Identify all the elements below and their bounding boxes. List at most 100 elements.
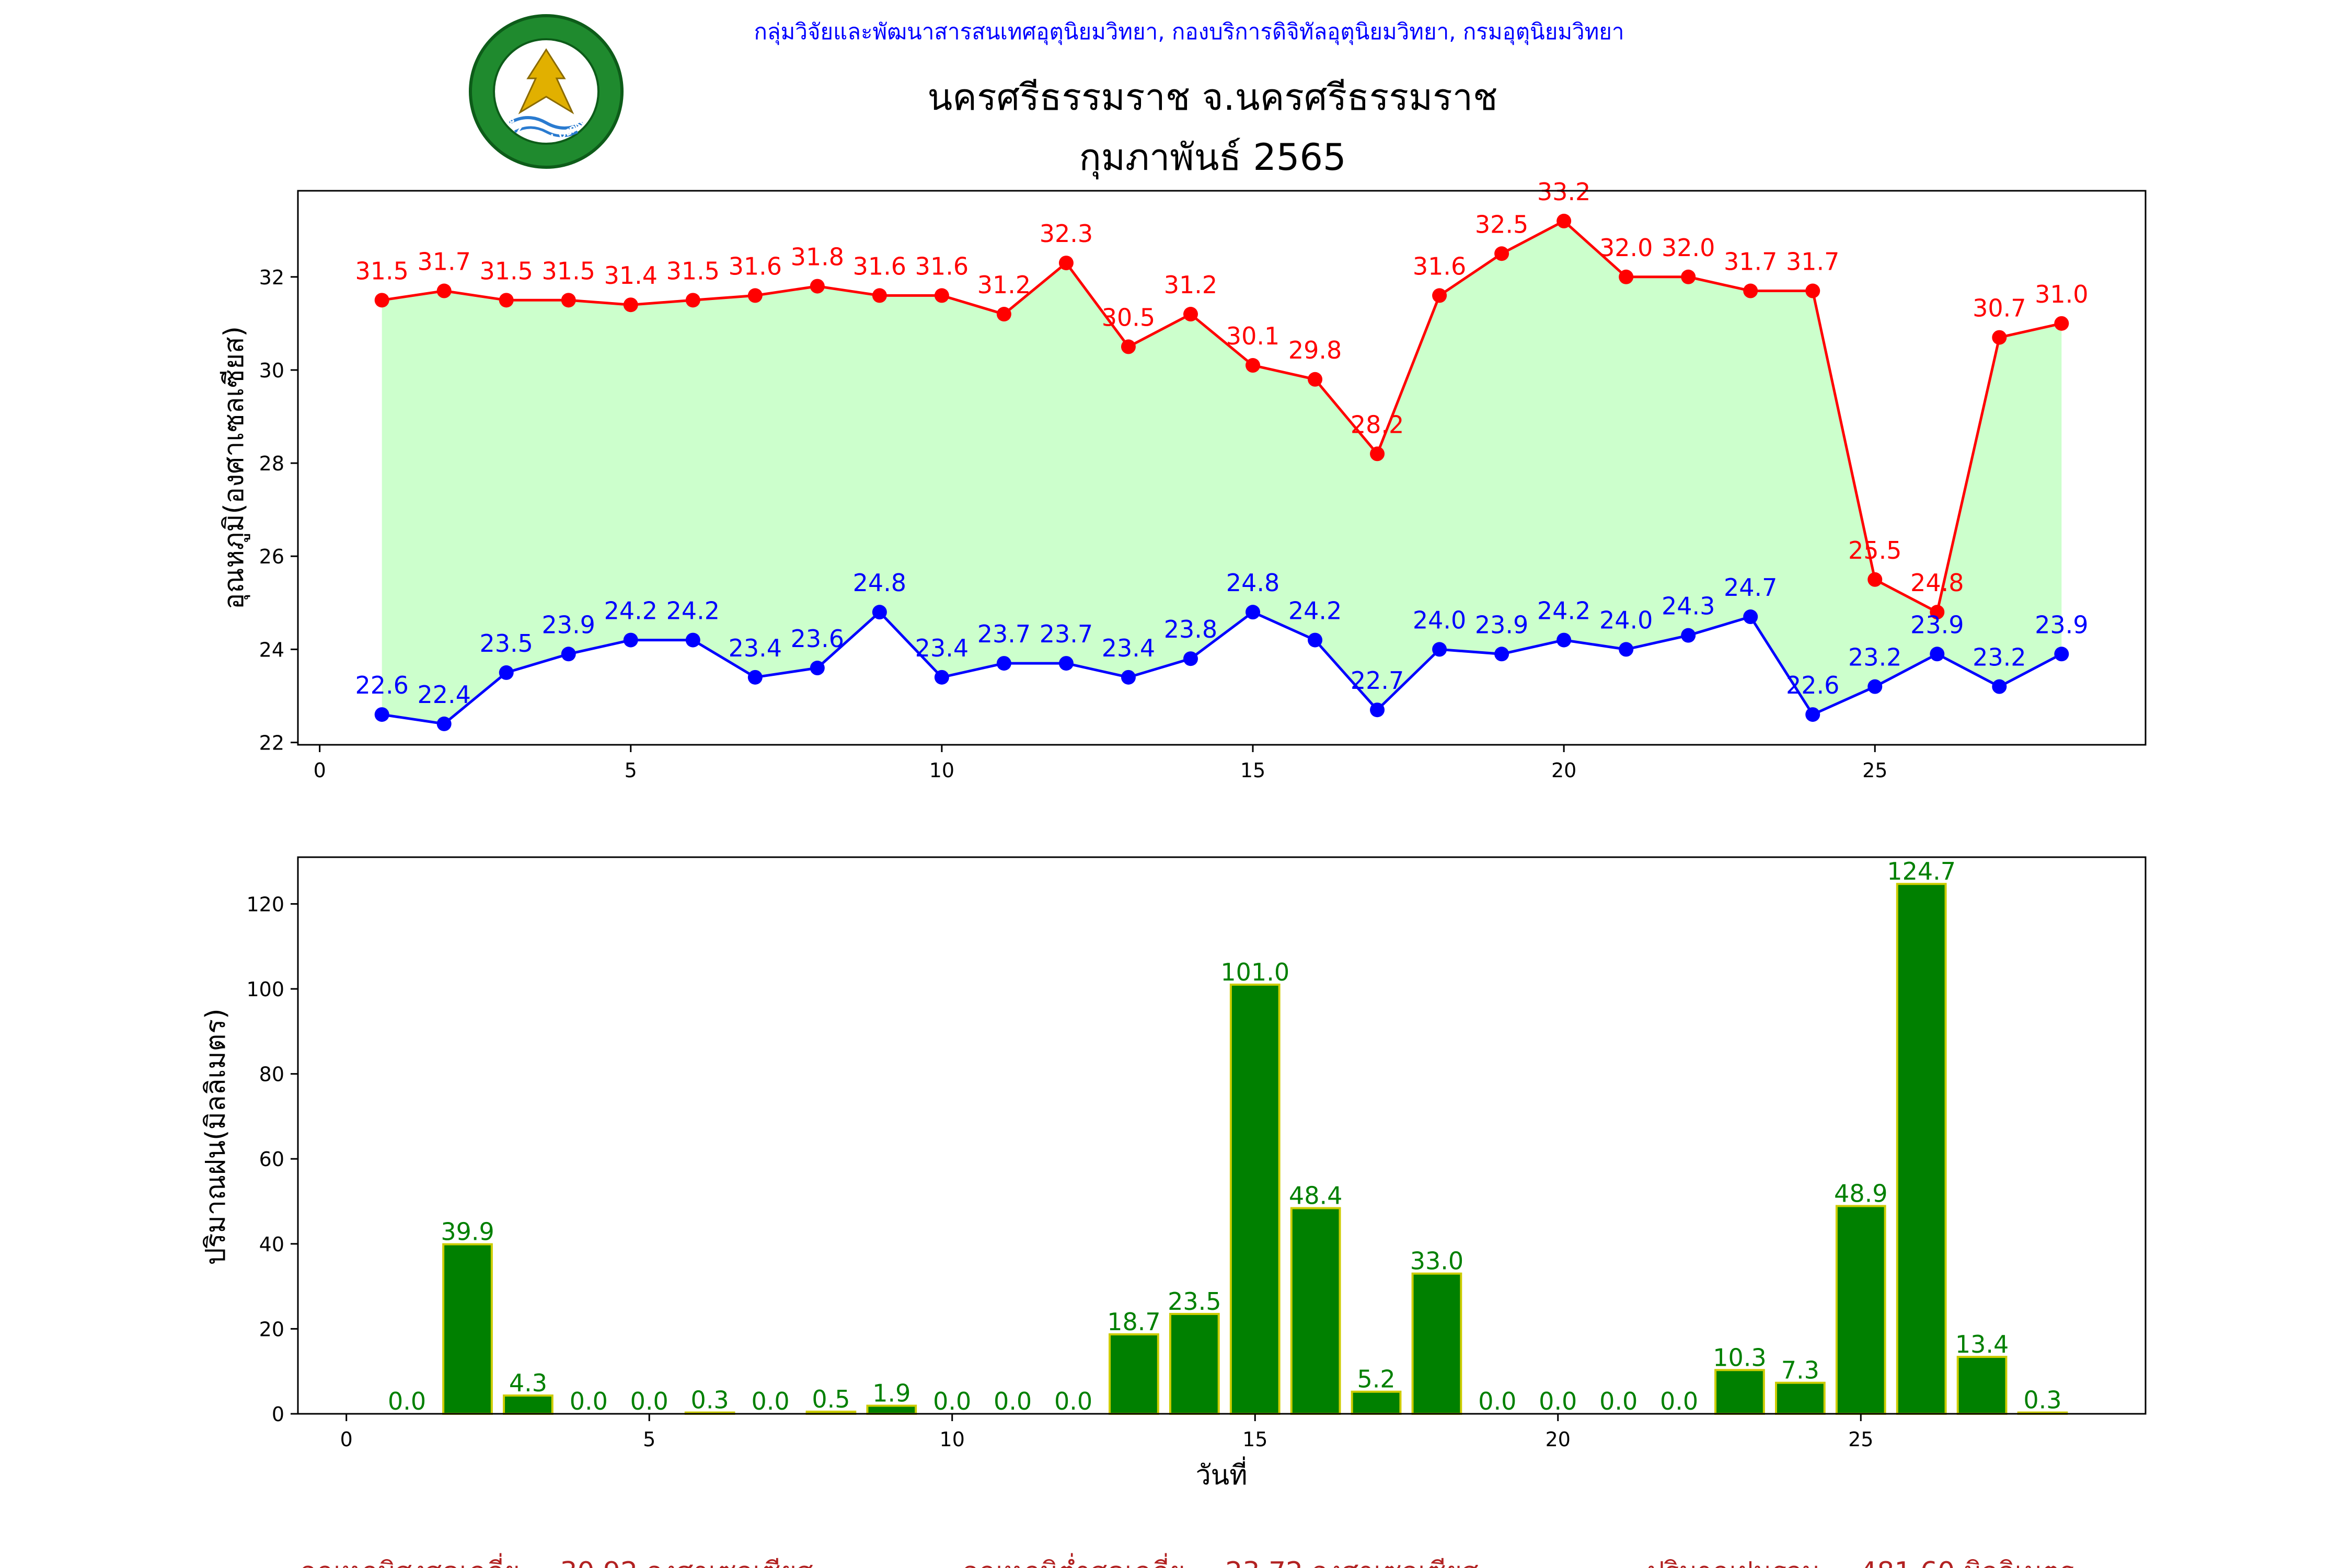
rainfall-bar-label: 0.0 [1054, 1387, 1092, 1415]
max-temperature-label: 31.7 [1724, 248, 1777, 276]
min-temperature-label: 24.7 [1724, 573, 1777, 602]
max-temperature-point [499, 293, 514, 308]
temperature-y-tick-label: 32 [259, 266, 284, 289]
max-temperature-point [1805, 283, 1820, 298]
min-temperature-point [1743, 609, 1758, 625]
rainfall-bar-label: 0.3 [691, 1386, 729, 1414]
max-temperature-point [1370, 446, 1385, 462]
min-temperature-label: 23.6 [791, 625, 844, 653]
max-temperature-label: 29.8 [1288, 336, 1342, 364]
temperature-x-tick-label: 10 [929, 759, 954, 782]
rainfall-bar [1290, 1207, 1341, 1415]
min-temperature-label: 24.3 [1662, 592, 1715, 620]
temperature-chart: 31.5 31.7 31.5 31.5 31.4 31.5 31.6 31.8 31.6 31.6… [218, 178, 2147, 782]
rainfall-y-tick-label: 120 [246, 893, 284, 916]
min-temperature-label: 23.8 [1164, 615, 1217, 643]
rainfall-y-axis-label: ปริมาณฝน(มิลลิเมตร) [200, 1008, 232, 1265]
max-temperature-label: 31.8 [791, 243, 844, 271]
temperature-y-tick-label: 26 [259, 545, 284, 568]
max-temperature-label: 31.6 [853, 252, 906, 280]
min-temperature-point [1058, 656, 1074, 671]
min-temperature-label: 24.2 [604, 597, 658, 625]
max-temperature-point [996, 307, 1011, 322]
min-temperature-point [2054, 647, 2069, 662]
temperature-y-tick-label: 22 [259, 732, 284, 755]
min-temperature-point [1432, 642, 1447, 657]
rainfall-bar-label: 23.5 [1168, 1287, 1221, 1316]
min-temperature-label: 23.9 [1475, 610, 1528, 639]
rainfall-x-tick-label: 10 [940, 1428, 965, 1451]
temperature-x-tick-label: 25 [1862, 759, 1887, 782]
max-temperature-label: 31.0 [2035, 280, 2088, 308]
max-temperature-label: 30.5 [1102, 303, 1155, 331]
temperature-y-tick-label: 28 [259, 452, 284, 475]
min-temperature-line [382, 610, 2062, 725]
rainfall-bar-label: 33.0 [1410, 1247, 1463, 1275]
rainfall-bar [1411, 1272, 1462, 1415]
max-temperature-label: 30.7 [1973, 294, 2026, 322]
max-temperature-label: 32.0 [1662, 234, 1715, 262]
min-temperature-point [1619, 642, 1634, 657]
max-temperature-label: 24.8 [1910, 569, 1964, 597]
min-temperature-label: 22.7 [1351, 666, 1404, 695]
min-temperature-point [623, 632, 638, 648]
max-temperature-point [1121, 339, 1136, 354]
temperature-axis-ticks: 0 5 10 15 20 25 22 24 26 28 30 32 [259, 266, 1888, 782]
rainfall-y-tick-label: 20 [259, 1318, 284, 1341]
temperature-axes-frame [297, 190, 2147, 746]
max-temperature-point [1619, 269, 1634, 284]
temperature-range-fill [382, 221, 2062, 724]
rainfall-bar [1229, 983, 1281, 1415]
chart-title: นครศรีธรรมราช จ.นครศรีธรรมราช [927, 76, 1497, 119]
rainfall-data-labels: 0.0 39.9 4.3 0.0 0.0 0.3 0.0 0.5 1.9 0.0 0.0 0.0 18.… [388, 857, 2062, 1415]
temperature-range-area [382, 221, 2062, 724]
max-temperature-point [1681, 269, 1696, 284]
rainfall-bar-label: 101.0 [1220, 958, 1289, 986]
rainfall-bar-label: 1.9 [872, 1379, 910, 1408]
rainfall-y-tick-label: 60 [259, 1148, 284, 1171]
rainfall-bar [1714, 1369, 1765, 1415]
min-temperature-label: 23.7 [977, 620, 1031, 648]
max-temperature-label: 31.2 [1164, 271, 1217, 299]
temperature-data-labels: 31.5 31.7 31.5 31.5 31.4 31.5 31.6 31.8 31.6 31.6… [355, 178, 2088, 709]
rainfall-bar [1169, 1312, 1220, 1415]
min-temperature-point [1308, 632, 1323, 648]
max-temperature-label: 32.3 [1040, 220, 1093, 248]
max-temperature-label: 31.2 [977, 271, 1031, 299]
max-temperature-label: 31.5 [480, 257, 533, 285]
min-temperature-label: 23.7 [1040, 620, 1093, 648]
rainfall-x-tick-label: 15 [1242, 1428, 1267, 1451]
rainfall-bar [1896, 883, 1947, 1415]
max-temperature-label: 31.6 [915, 252, 969, 280]
max-temperature-label: 31.7 [1786, 248, 1839, 276]
rainfall-x-tick-label: 5 [643, 1428, 655, 1451]
temperature-x-tick-label: 15 [1240, 759, 1265, 782]
rainfall-bar-label: 48.4 [1289, 1182, 1342, 1210]
min-temperature-point [810, 661, 825, 676]
temperature-y-tick-label: 24 [259, 638, 284, 661]
chart-subtitle: กุมภาพันธ์ 2565 [1079, 136, 1346, 180]
min-temperature-label: 24.2 [666, 597, 720, 625]
min-temperature-label: 23.9 [2035, 610, 2088, 639]
rainfall-axes-frame [297, 856, 2147, 1415]
rainfall-bar-label: 10.3 [1713, 1343, 1766, 1371]
min-temperature-point [1681, 628, 1696, 643]
min-temperature-label: 22.4 [417, 681, 470, 709]
max-temperature-point [872, 288, 887, 303]
min-temperature-point [1557, 632, 1572, 648]
rainfall-y-tick-label: 100 [246, 978, 284, 1001]
min-temperature-label: 23.9 [542, 610, 595, 639]
max-temperature-label: 33.2 [1537, 178, 1590, 206]
min-temperature-point [934, 670, 949, 685]
rainfall-bar-label: 0.0 [751, 1387, 789, 1415]
min-temperature-label: 23.2 [1848, 643, 1901, 672]
max-temperature-point [1058, 256, 1074, 271]
rainfall-x-tick-label: 0 [340, 1428, 353, 1451]
rainfall-x-tick-label: 25 [1848, 1428, 1873, 1451]
max-temperature-label: 32.5 [1475, 210, 1528, 238]
min-temperature-label: 23.4 [729, 634, 782, 662]
rainfall-bar-label: 48.9 [1834, 1179, 1887, 1207]
rainfall-bar-label: 0.0 [1478, 1387, 1516, 1415]
